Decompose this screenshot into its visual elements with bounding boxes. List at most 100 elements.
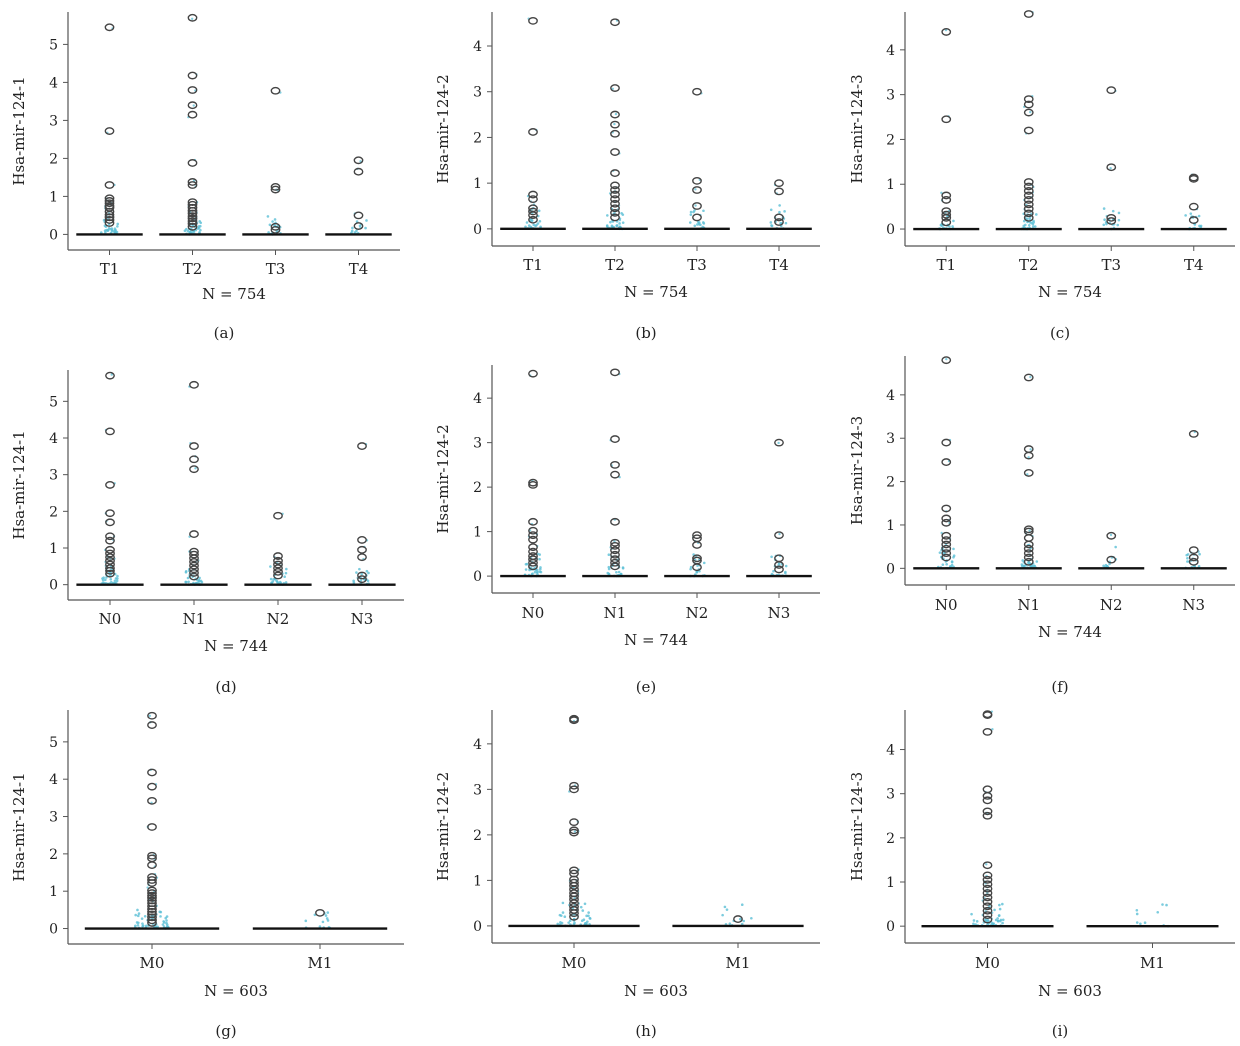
jitter-point <box>110 373 113 376</box>
jitter-point <box>1025 217 1029 221</box>
outlier-point <box>270 185 281 194</box>
outlier-point <box>189 569 199 577</box>
y-tick-label: 0 <box>49 578 58 594</box>
category-label: T4 <box>769 256 789 274</box>
jitter-point <box>769 221 773 224</box>
outlier-point <box>982 727 993 736</box>
jitter-point <box>1117 211 1121 215</box>
outlier-point <box>692 541 702 549</box>
jitter-point <box>694 188 697 191</box>
jitter-point <box>358 567 361 571</box>
jitter-point <box>772 569 775 573</box>
jitter-point <box>199 228 202 232</box>
jitter-point <box>325 917 329 920</box>
outlier-point <box>1023 200 1034 209</box>
outlier-point <box>353 222 364 230</box>
jitter-point <box>1022 224 1026 228</box>
outlier-point <box>147 894 157 902</box>
outlier-point <box>357 545 367 554</box>
jitter-point <box>606 214 609 217</box>
jitter-point <box>607 572 611 576</box>
outlier-point <box>147 876 157 884</box>
outlier-point <box>1188 429 1199 438</box>
outlier-point <box>187 178 198 186</box>
category-label: T3 <box>266 260 286 278</box>
jitter-point <box>186 229 190 233</box>
outlier-point <box>147 861 157 869</box>
outlier-point <box>528 215 538 224</box>
jitter-point <box>944 28 948 32</box>
jitter-point <box>586 920 589 923</box>
outlier-point <box>982 915 993 924</box>
jitter-point <box>162 921 166 924</box>
y-tick-label: 1 <box>473 873 482 889</box>
jitter-point <box>115 230 119 234</box>
jitter-point <box>1022 219 1026 223</box>
jitter-point <box>1105 222 1108 226</box>
outlier-point <box>528 531 538 540</box>
outlier-point <box>1106 163 1117 172</box>
outlier-point <box>353 167 364 176</box>
jitter-point <box>952 554 956 558</box>
jitter-point <box>702 561 706 565</box>
jitter-point <box>275 579 278 583</box>
jitter-point <box>525 221 529 224</box>
jitter-point <box>536 222 540 225</box>
outlier-point <box>1023 10 1034 18</box>
outlier-point <box>105 427 115 436</box>
outlier-point <box>1023 187 1034 195</box>
outlier-point <box>105 553 115 562</box>
outlier-point <box>273 571 283 580</box>
jitter-point <box>1189 212 1193 215</box>
jitter-point <box>104 231 107 234</box>
outlier-point <box>1106 555 1117 564</box>
jitter-point <box>985 863 988 866</box>
outlier-point <box>147 907 157 916</box>
jitter-point <box>270 581 273 585</box>
y-tick-label: 1 <box>886 875 895 891</box>
outlier-point <box>1106 213 1117 222</box>
jitter-point <box>987 919 990 923</box>
sample-size-label: N = 754 <box>624 283 688 301</box>
outlier-point <box>528 211 538 220</box>
jitter-point <box>136 908 139 912</box>
outlier-point <box>610 204 620 213</box>
jitter-point <box>1116 223 1120 227</box>
outlier-point <box>189 561 199 570</box>
outlier-point <box>147 896 157 905</box>
outlier-point <box>105 509 115 518</box>
y-axis-label: Hsa-mir-124-1 <box>10 76 28 185</box>
outlier-point <box>941 28 952 36</box>
outlier-point <box>1023 553 1034 562</box>
y-tick-label: 4 <box>473 737 482 753</box>
jitter-point <box>148 714 152 718</box>
jitter-point <box>585 914 588 918</box>
jitter-point <box>784 570 787 574</box>
jitter-point <box>1105 565 1109 568</box>
jitter-point <box>113 229 117 232</box>
jitter-point <box>352 581 356 584</box>
category-label: T3 <box>687 256 707 274</box>
outlier-point <box>982 861 993 870</box>
outlier-point <box>982 875 993 884</box>
jitter-point <box>116 574 119 578</box>
jitter-point <box>696 223 699 226</box>
outlier-point <box>147 823 157 831</box>
outlier-point <box>692 554 702 563</box>
outlier-point <box>147 796 157 805</box>
jitter-point <box>621 221 625 224</box>
outlier-point <box>692 563 702 572</box>
y-tick-label: 0 <box>49 227 58 243</box>
jitter-point <box>952 547 955 551</box>
outlier-point <box>1023 525 1034 534</box>
jitter-point <box>770 572 774 576</box>
outlier-point <box>774 531 784 540</box>
jitter-point <box>141 922 144 925</box>
outlier-point <box>357 571 367 580</box>
jitter-point <box>950 560 954 564</box>
jitter-point <box>1199 224 1203 228</box>
jitter-point <box>689 565 693 569</box>
outlier-point <box>528 547 538 556</box>
jitter-point <box>283 575 286 579</box>
jitter-point <box>531 572 534 575</box>
